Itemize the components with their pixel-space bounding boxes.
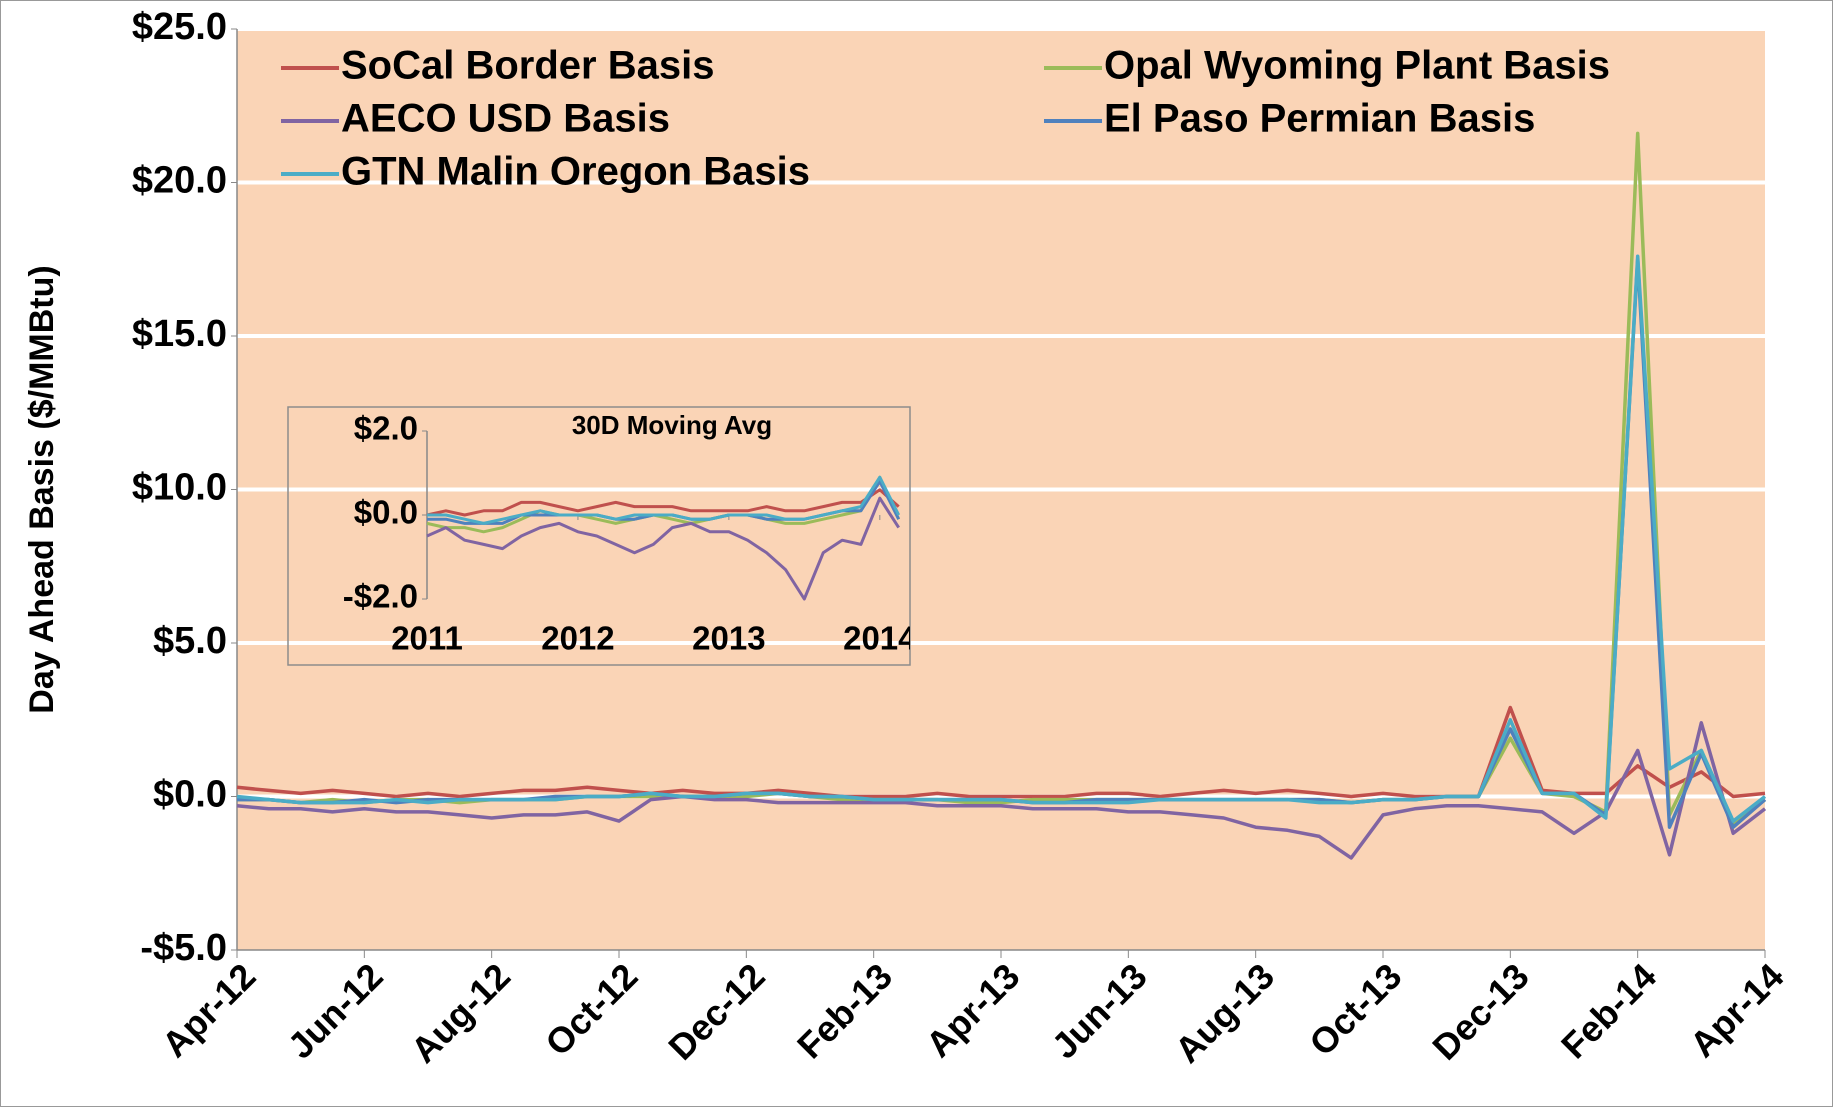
y-tick-label: $5.0	[153, 620, 227, 662]
legend-label: Opal Wyoming Plant Basis	[1104, 44, 1610, 88]
legend-label: SoCal Border Basis	[341, 44, 714, 88]
series-line	[236, 721, 1767, 860]
x-tick-label: 2012	[541, 620, 614, 657]
y-tick-label: $0.0	[153, 774, 227, 816]
series-line	[236, 705, 1766, 799]
y-tick-label: $15.0	[132, 313, 227, 355]
series-line	[236, 254, 1767, 823]
series-line	[426, 496, 900, 601]
y-tick-label: -$2.0	[343, 578, 418, 615]
x-tick-label: 2013	[692, 620, 765, 657]
y-tick-label: $0.0	[354, 494, 418, 531]
x-tick-label: 2014	[843, 620, 917, 657]
series-line	[426, 475, 901, 534]
y-tick-label: $20.0	[132, 160, 227, 202]
inset-title: 30D Moving Avg	[572, 410, 772, 440]
legend-label: GTN Malin Oregon Basis	[341, 150, 810, 194]
series-line	[427, 475, 901, 525]
y-tick-label: -$5.0	[140, 927, 227, 969]
y-tick-label: $2.0	[354, 410, 418, 447]
series-line	[426, 488, 900, 517]
inset-frame	[287, 406, 911, 666]
y-axis-title: Day Ahead Basis ($/MMBtu)	[23, 265, 61, 713]
legend-label: El Paso Permian Basis	[1104, 97, 1535, 141]
y-tick-label: $10.0	[132, 467, 227, 509]
legend-label: AECO USD Basis	[341, 97, 670, 141]
x-tick-label: 2011	[391, 620, 463, 657]
y-tick-label: $25.0	[132, 6, 227, 48]
